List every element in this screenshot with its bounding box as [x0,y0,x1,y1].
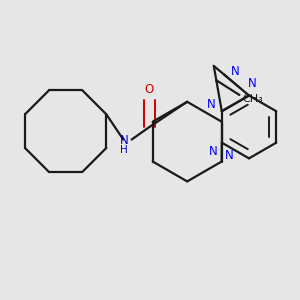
Text: N: N [225,149,233,162]
Text: N: N [248,77,256,91]
Text: N: N [120,134,129,147]
Text: H: H [121,145,128,155]
Text: N: N [231,64,240,78]
Text: CH₃: CH₃ [243,94,263,104]
Text: N: N [209,145,218,158]
Text: N: N [207,98,216,111]
Text: O: O [145,83,154,96]
